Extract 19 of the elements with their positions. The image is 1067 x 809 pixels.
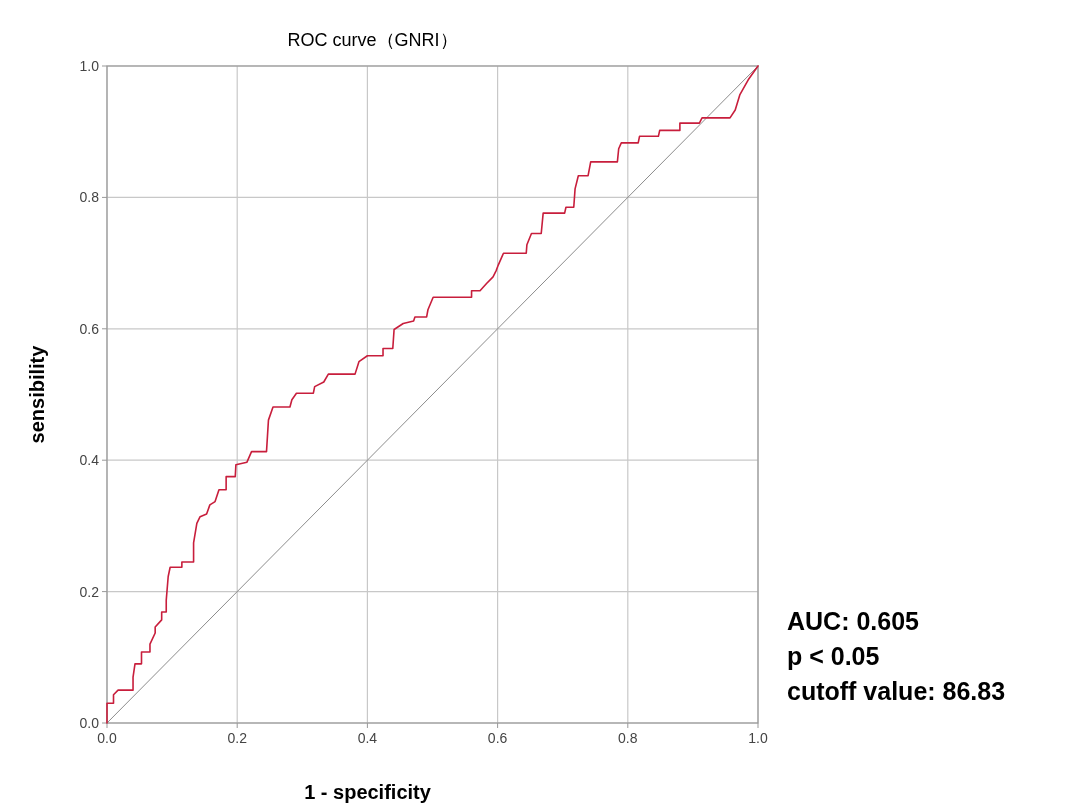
x-tick-label: 0.6 xyxy=(487,730,508,746)
x-tick-label: 0.4 xyxy=(357,730,378,746)
x-axis-title: 1 - specificity xyxy=(304,781,432,803)
y-axis-title: sensibility xyxy=(26,344,48,444)
y-tick-label: 0.8 xyxy=(79,189,100,206)
text: AUC: 0.605 xyxy=(787,607,920,635)
line-series xyxy=(106,65,759,724)
chart-title: ROC curve（GNRI） xyxy=(287,30,458,50)
x-tick-label: 0.2 xyxy=(227,730,248,746)
text: cutoff value: 86.83 xyxy=(787,677,1006,705)
text: p < 0.05 xyxy=(787,642,880,670)
y-tick-label: 0.6 xyxy=(79,320,100,337)
y-tick-label: 0.4 xyxy=(79,452,100,469)
y-tick-label: 0.0 xyxy=(79,715,100,731)
x-tick-label: 0.0 xyxy=(97,730,117,746)
y-tick-label: 1.0 xyxy=(79,58,100,74)
x-tick-label: 1.0 xyxy=(748,730,768,746)
y-tick-label: 0.2 xyxy=(79,583,100,600)
x-tick-label: 0.8 xyxy=(618,730,638,746)
